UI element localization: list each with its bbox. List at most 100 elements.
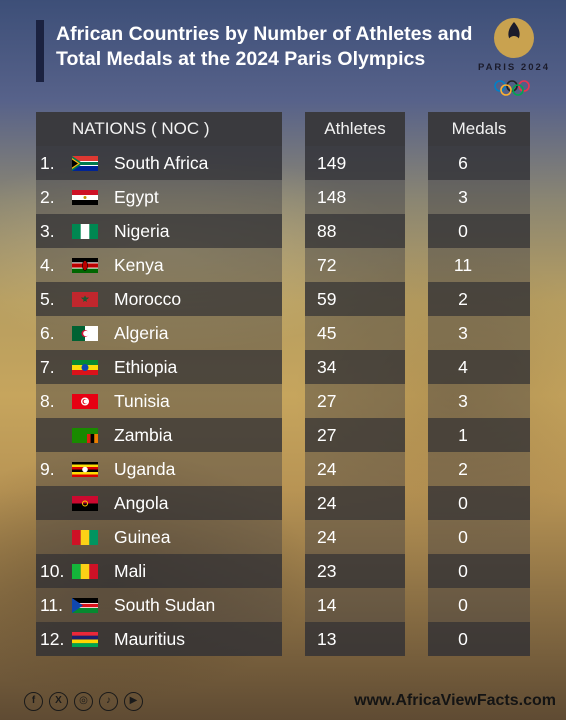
athlete-count: 88 [317,221,337,241]
table-row: 24 [305,520,405,554]
angola-flag [72,496,98,511]
medal-count: 0 [458,493,468,513]
nations-header: NATIONS ( NOC ) [36,112,282,146]
athlete-count: 59 [317,289,337,309]
country-name: Mali [114,561,147,581]
country-name: Guinea [114,527,171,547]
table-row: 72 [305,248,405,282]
medal-count: 0 [458,561,468,581]
kenya-flag [72,258,98,273]
table-row: 27 [305,418,405,452]
table-row: 24 [305,486,405,520]
table-row: 0 [428,214,530,248]
country-name: South Sudan [114,595,216,615]
logo-text: PARIS 2024 [477,62,551,73]
table-row: 45 [305,316,405,350]
country-name: South Africa [114,153,209,173]
medals-header: Medals [428,112,530,146]
table-row: 6 [428,146,530,180]
country-name: Uganda [114,459,176,479]
table-row: 1. South Africa [36,146,282,180]
athlete-count: 148 [317,187,347,207]
table-row: 148 [305,180,405,214]
rank-label: 1. [40,153,55,173]
athlete-count: 27 [317,425,337,445]
table-row: 0 [428,588,530,622]
medal-count: 0 [458,221,468,241]
website-url[interactable]: www.AfricaViewFacts.com [354,692,556,709]
rank-label: 9. [40,459,55,479]
rank-label: 5. [40,289,55,309]
country-name: Egypt [114,187,159,207]
athlete-count: 14 [317,595,337,615]
country-name: Algeria [114,323,169,343]
table-row: 14 [305,588,405,622]
youtube-icon[interactable]: ▶ [124,692,143,711]
tunisia-flag [72,394,98,409]
rank-label: 11. [40,595,64,615]
table-row: Zambia [36,418,282,452]
medals-column: Medals 6 3 0 11 2 3 4 3 1 2 0 0 0 0 0 [428,112,530,656]
table-row: 5. Morocco [36,282,282,316]
table-row: 2. Egypt [36,180,282,214]
athlete-count: 149 [317,153,347,173]
table-row: 11. South Sudan [36,588,282,622]
medal-count: 2 [458,459,468,479]
facebook-icon[interactable]: f [24,692,43,711]
athlete-count: 24 [317,459,337,479]
social-icons: f X ◎ ♪ ▶ [24,692,143,711]
table-row: 9. Uganda [36,452,282,486]
medal-count: 6 [458,153,468,173]
algeria-flag [72,326,98,341]
rank-label: 7. [40,357,55,377]
table-row: 23 [305,554,405,588]
medal-count: 0 [458,629,468,649]
country-name: Tunisia [114,391,170,411]
rank-label: 3. [40,221,55,241]
table-row: 1 [428,418,530,452]
table-row: 10. Mali [36,554,282,588]
nations-column: NATIONS ( NOC ) 1. South Africa 2. Egypt 3. N… [36,112,282,656]
table-row: 0 [428,554,530,588]
uganda-flag [72,462,98,477]
country-name: Mauritius [114,629,185,649]
olympic-flame-icon [494,18,534,96]
instagram-icon[interactable]: ◎ [74,692,93,711]
medal-count: 3 [458,187,468,207]
table-row: 8. Tunisia [36,384,282,418]
medal-count: 3 [458,391,468,411]
table-row: Guinea [36,520,282,554]
table-row: 3 [428,316,530,350]
guinea-flag [72,530,98,545]
x-icon[interactable]: X [49,692,68,711]
table-row: 2 [428,282,530,316]
table-row: 27 [305,384,405,418]
mauritius-flag [72,632,98,647]
table-row: 3 [428,180,530,214]
table-row: 3. Nigeria [36,214,282,248]
egypt-flag [72,190,98,205]
medal-count: 0 [458,595,468,615]
athlete-count: 13 [317,629,337,649]
rank-label: 4. [40,255,55,275]
paris-2024-logo: PARIS 2024 [474,14,554,96]
country-name: Nigeria [114,221,170,241]
table-row: 3 [428,384,530,418]
table-row: 0 [428,520,530,554]
table-row: 34 [305,350,405,384]
athletes-header: Athletes [305,112,405,146]
tiktok-icon[interactable]: ♪ [99,692,118,711]
table-row: 59 [305,282,405,316]
olympic-rings-icon [494,80,530,96]
rank-label: 10. [40,561,65,581]
medal-count: 0 [458,527,468,547]
south-sudan-flag [72,598,98,613]
country-name: Zambia [114,425,173,445]
athlete-count: 72 [317,255,337,275]
athlete-count: 27 [317,391,337,411]
athlete-count: 24 [317,527,337,547]
rank-label: 8. [40,391,55,411]
table-row: 88 [305,214,405,248]
country-name: Morocco [114,289,182,309]
table-row: 149 [305,146,405,180]
